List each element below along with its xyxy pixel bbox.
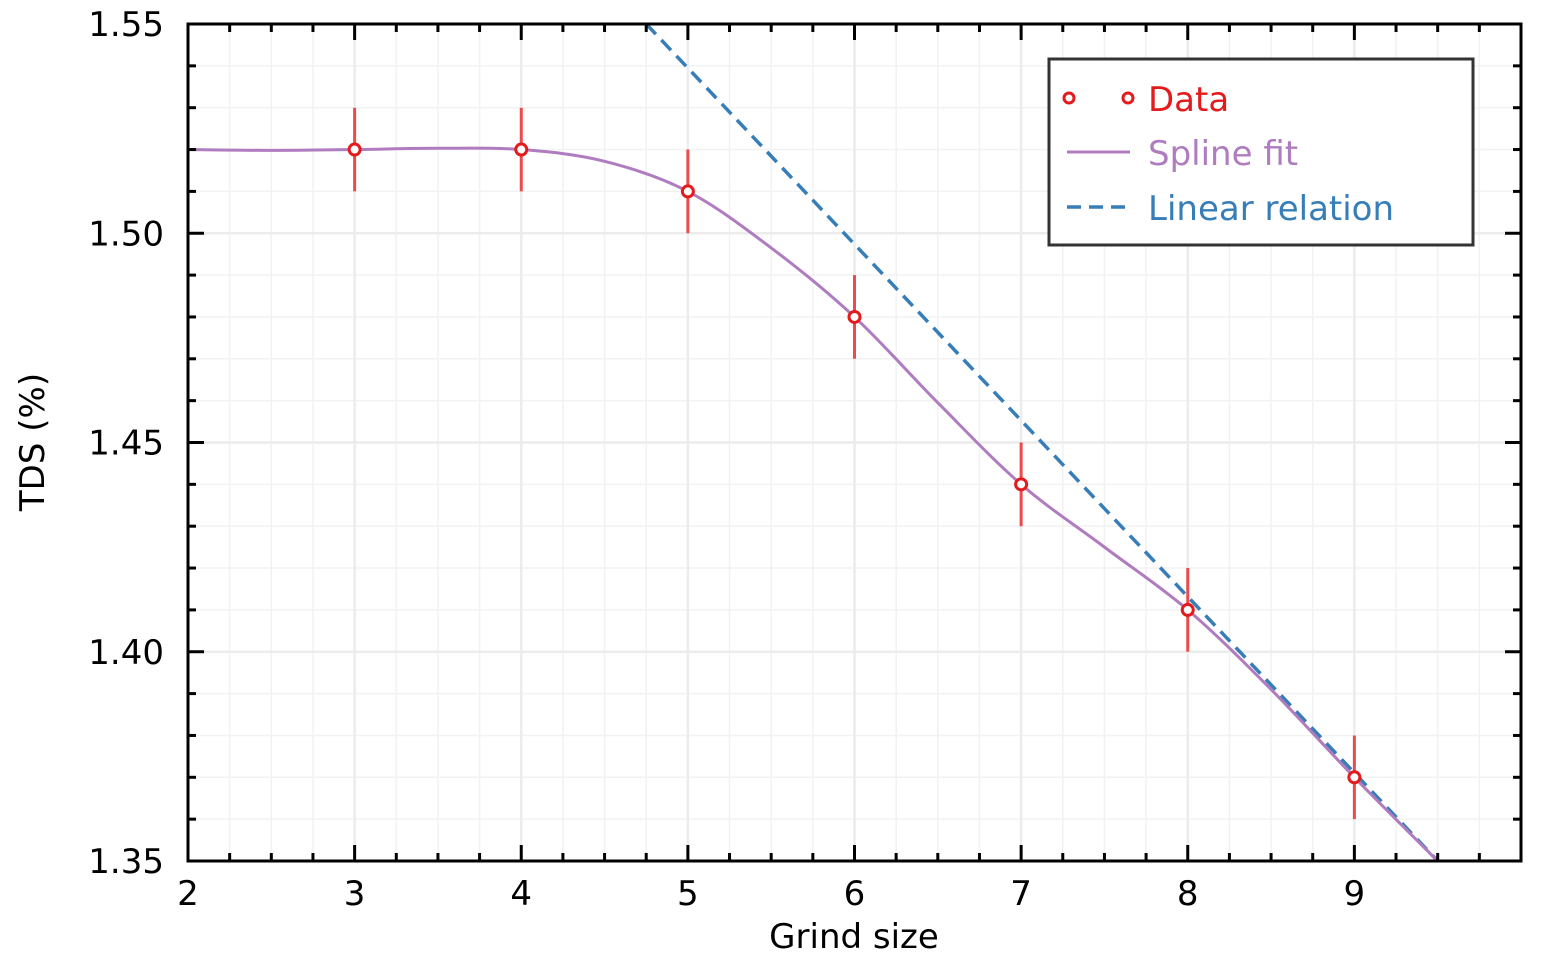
- y-tick-label: 1.45: [88, 424, 164, 464]
- series-layer: [188, 24, 1439, 861]
- x-tick-label: 4: [510, 874, 532, 914]
- linear-relation-line: [644, 24, 1439, 861]
- x-tick-label: 9: [1344, 874, 1366, 914]
- y-axis-label: TDS (%): [13, 373, 53, 512]
- x-tick-label: 2: [177, 874, 199, 914]
- x-tick-label: 7: [1010, 874, 1032, 914]
- data-point: [1014, 477, 1029, 492]
- x-axis-label: Grind size: [769, 917, 939, 957]
- legend: Data Spline fit Linear relation: [1047, 57, 1475, 247]
- legend-entry-linear: Linear relation: [1067, 189, 1394, 229]
- x-tick-label: 6: [844, 874, 866, 914]
- x-tick-label: 5: [677, 874, 699, 914]
- y-tick-label: 1.35: [88, 842, 164, 882]
- y-tick-labels: 1.35 1.40 1.45 1.50 1.55: [88, 5, 164, 882]
- data-point: [680, 184, 695, 199]
- legend-label-data: Data: [1148, 80, 1229, 120]
- x-tick-label: 8: [1177, 874, 1199, 914]
- y-tick-label: 1.55: [88, 5, 164, 45]
- spline-fit-line: [188, 146, 1439, 861]
- legend-marker-data-icon: [1121, 91, 1135, 105]
- data-point: [514, 142, 529, 157]
- y-tick-label: 1.50: [88, 214, 164, 254]
- legend-label-spline: Spline fit: [1148, 134, 1298, 174]
- data-point: [1347, 770, 1362, 785]
- y-tick-label: 1.40: [88, 633, 164, 673]
- data-point: [347, 142, 362, 157]
- legend-entry-spline: Spline fit: [1067, 134, 1298, 174]
- x-tick-label: 3: [344, 874, 366, 914]
- x-tick-labels: 2 3 4 5 6 7 8 9: [177, 874, 1365, 914]
- legend-label-linear: Linear relation: [1148, 189, 1394, 229]
- data-point: [1180, 602, 1195, 617]
- plot-frame: [186, 22, 1523, 863]
- legend-entry-data: Data: [1062, 80, 1229, 120]
- legend-marker-data-icon: [1062, 91, 1076, 105]
- data-point: [847, 309, 862, 324]
